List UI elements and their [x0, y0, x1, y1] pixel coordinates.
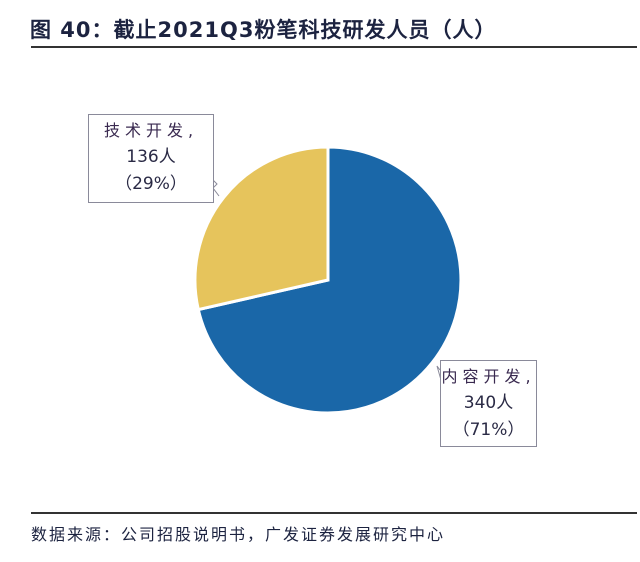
content-dev-value: 340人 — [463, 393, 514, 413]
tech-dev-value: 136人 — [126, 147, 176, 167]
content-callout-pointer — [436, 365, 442, 381]
tech-dev-label: 技术开发, 136人 （29%） — [88, 114, 214, 203]
content-dev-label: 内容开发, 340人 （71%） — [440, 360, 537, 447]
pie-slice-content-dev — [196, 145, 463, 415]
pie-slice-tech-dev — [193, 145, 330, 312]
tech-dev-pct: （29%） — [115, 174, 187, 194]
source-divider — [31, 512, 637, 514]
content-dev-pct: （71%） — [452, 420, 525, 440]
tech-dev-name: 技术开发, — [103, 121, 199, 140]
content-dev-name: 内容开发, — [441, 367, 536, 386]
chart-title: 图 40：截止2021Q3粉笔科技研发人员（人） — [30, 18, 497, 42]
title-divider — [31, 46, 637, 48]
data-source: 数据来源：公司招股说明书，广发证券发展研究中心 — [31, 525, 446, 544]
